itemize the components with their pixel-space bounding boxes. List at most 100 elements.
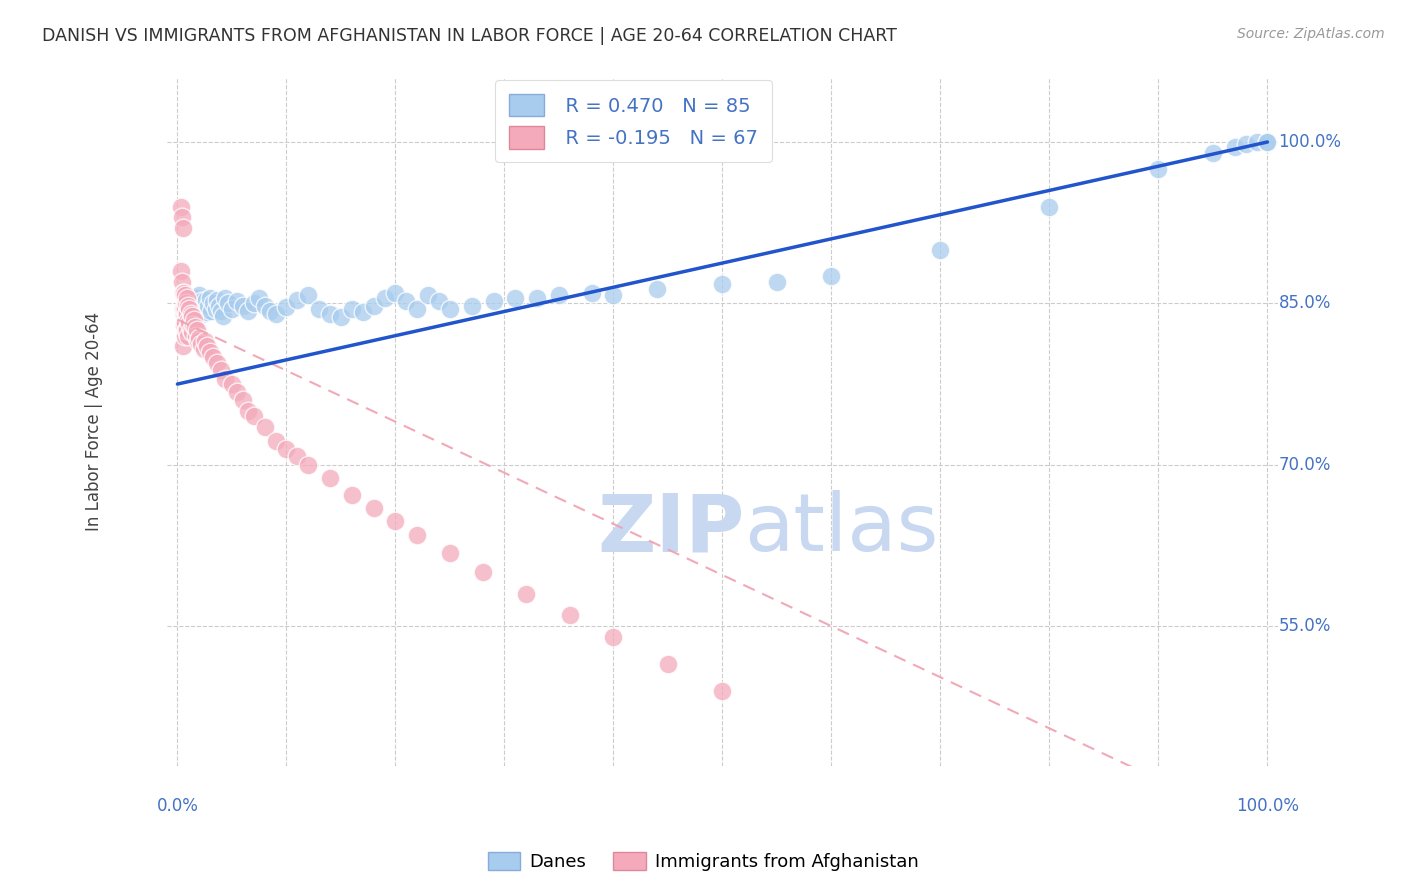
Point xyxy=(929,243,952,257)
Point xyxy=(505,291,527,305)
Point xyxy=(176,307,198,321)
Point xyxy=(198,291,221,305)
Point xyxy=(232,393,254,408)
Point xyxy=(232,299,254,313)
Point xyxy=(276,300,298,314)
Point xyxy=(253,420,276,434)
Point xyxy=(308,301,330,316)
Point xyxy=(352,305,374,319)
Point xyxy=(205,293,228,307)
Point xyxy=(340,301,363,316)
Point xyxy=(194,334,217,348)
Point xyxy=(204,301,226,316)
Point xyxy=(174,307,197,321)
Point xyxy=(188,296,211,310)
Point xyxy=(1256,135,1278,149)
Point xyxy=(172,285,194,300)
Point xyxy=(766,275,789,289)
Text: 55.0%: 55.0% xyxy=(1278,617,1331,635)
Point xyxy=(657,657,679,671)
Point xyxy=(172,339,194,353)
Point xyxy=(172,301,194,316)
Text: Source: ZipAtlas.com: Source: ZipAtlas.com xyxy=(1237,27,1385,41)
Point xyxy=(384,514,406,528)
Legend:   R = 0.470   N = 85,   R = -0.195   N = 67: R = 0.470 N = 85, R = -0.195 N = 67 xyxy=(495,80,772,162)
Point xyxy=(340,488,363,502)
Point xyxy=(363,500,385,515)
Point xyxy=(319,471,342,485)
Point xyxy=(209,363,232,377)
Point xyxy=(174,316,197,330)
Point xyxy=(183,304,205,318)
Point xyxy=(184,328,207,343)
Point xyxy=(212,310,235,324)
Point xyxy=(297,458,319,472)
Point xyxy=(1202,145,1225,160)
Text: 70.0%: 70.0% xyxy=(1278,456,1331,474)
Point xyxy=(174,328,197,343)
Point xyxy=(1246,135,1268,149)
Point xyxy=(198,344,221,359)
Point xyxy=(329,310,352,325)
Point xyxy=(177,299,200,313)
Point xyxy=(173,301,195,316)
Point xyxy=(195,339,218,353)
Point xyxy=(214,372,236,386)
Point xyxy=(186,291,208,305)
Point xyxy=(238,304,260,318)
Point xyxy=(170,275,193,289)
Point xyxy=(217,296,239,310)
Text: 85.0%: 85.0% xyxy=(1278,294,1331,312)
Point xyxy=(515,587,537,601)
Point xyxy=(177,310,200,324)
Point xyxy=(176,310,198,325)
Point xyxy=(170,200,193,214)
Point xyxy=(1256,135,1278,149)
Point xyxy=(1038,200,1060,214)
Point xyxy=(200,304,222,318)
Point xyxy=(202,350,225,364)
Point xyxy=(439,301,461,316)
Point xyxy=(602,287,624,301)
Point xyxy=(297,287,319,301)
Point xyxy=(1223,140,1246,154)
Point xyxy=(193,342,215,356)
Point xyxy=(174,301,197,316)
Text: 0.0%: 0.0% xyxy=(156,797,198,814)
Point xyxy=(645,282,668,296)
Point xyxy=(221,377,243,392)
Point xyxy=(180,326,202,340)
Point xyxy=(181,318,204,332)
Point xyxy=(209,304,232,318)
Point xyxy=(170,211,193,225)
Point xyxy=(184,320,207,334)
Point xyxy=(170,264,193,278)
Point xyxy=(247,291,270,305)
Point xyxy=(195,305,218,319)
Point xyxy=(187,334,209,348)
Point xyxy=(174,305,197,319)
Point xyxy=(180,307,202,321)
Point xyxy=(226,384,249,399)
Point xyxy=(174,312,197,326)
Point xyxy=(264,307,287,321)
Point xyxy=(1147,161,1170,176)
Point xyxy=(194,293,217,307)
Legend: Danes, Immigrants from Afghanistan: Danes, Immigrants from Afghanistan xyxy=(481,845,925,879)
Point xyxy=(176,291,198,305)
Point xyxy=(179,294,201,309)
Point xyxy=(181,300,204,314)
Point xyxy=(179,301,201,316)
Point xyxy=(238,404,260,418)
Point xyxy=(439,546,461,560)
Point xyxy=(526,291,548,305)
Point xyxy=(184,301,207,316)
Point xyxy=(190,294,212,309)
Point xyxy=(711,277,734,291)
Point xyxy=(221,301,243,316)
Point xyxy=(177,302,200,317)
Point xyxy=(205,355,228,369)
Point xyxy=(173,285,195,300)
Point xyxy=(194,300,217,314)
Point xyxy=(176,323,198,337)
